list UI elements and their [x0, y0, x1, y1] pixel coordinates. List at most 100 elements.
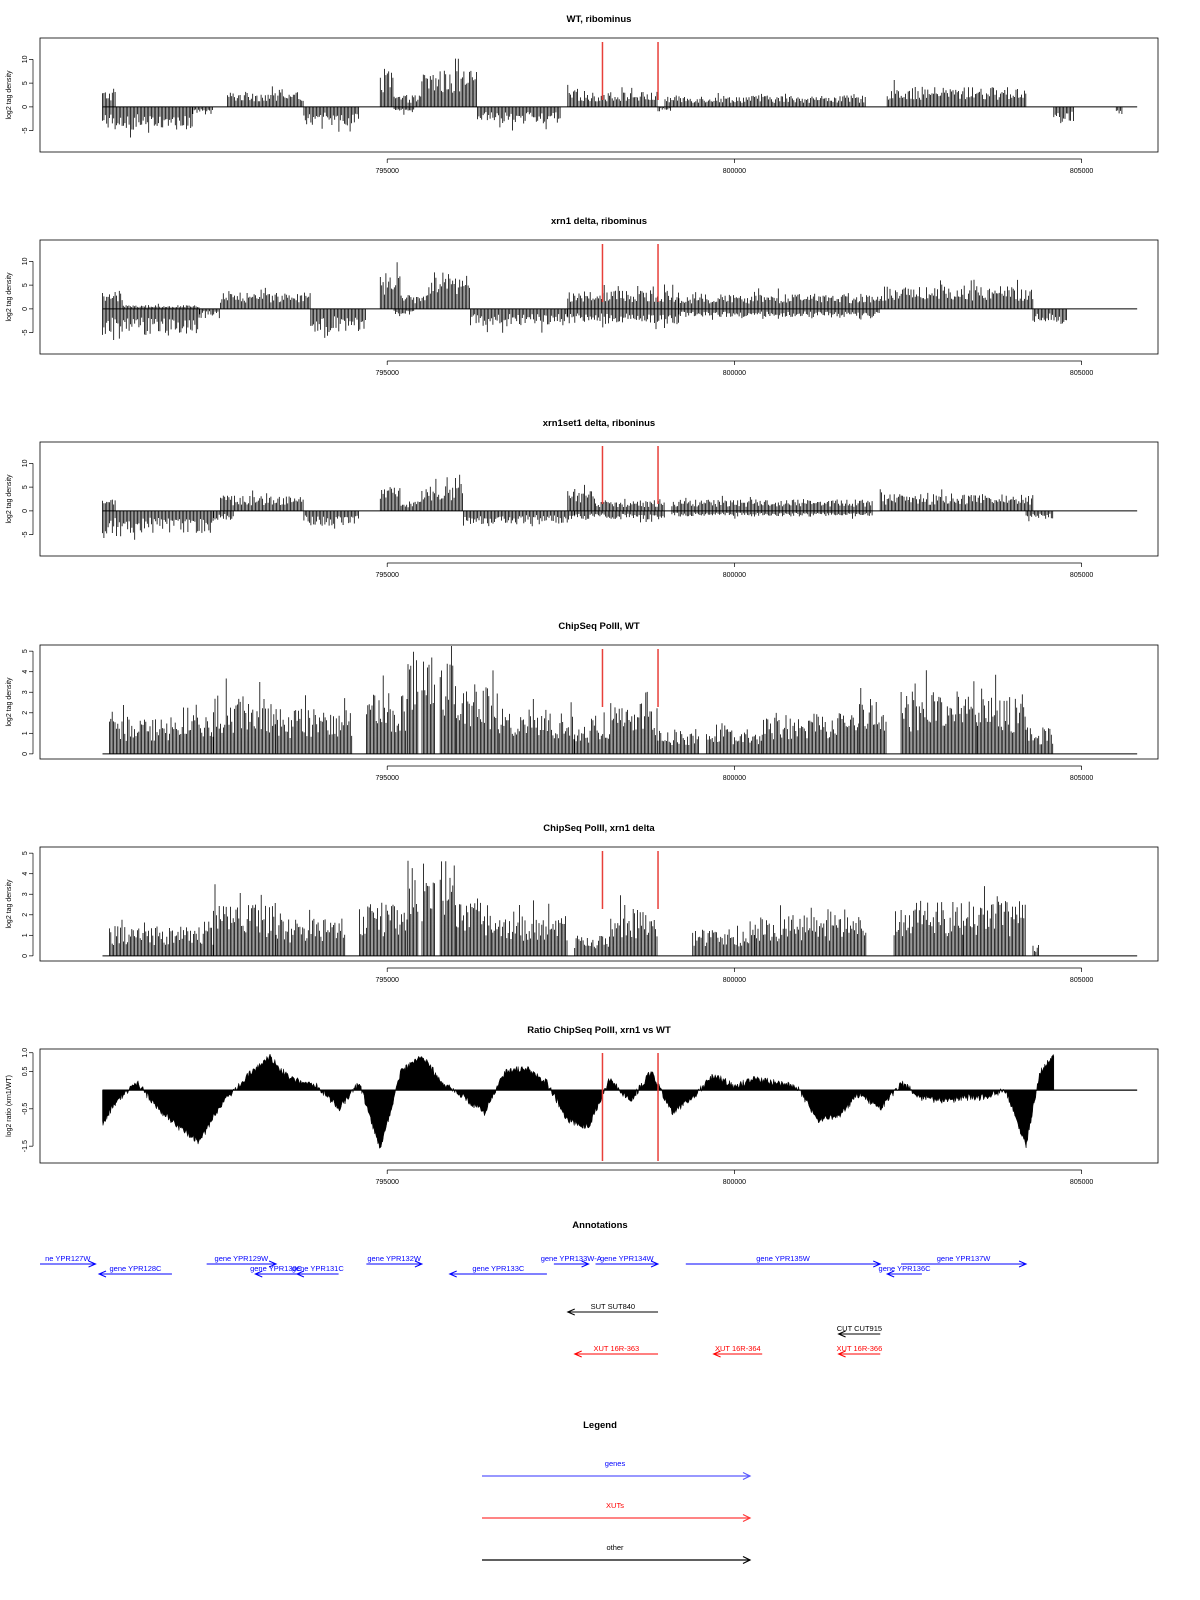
y-tick-label: 1	[22, 731, 29, 735]
x-tick-label: 805000	[1070, 977, 1093, 984]
y-tick-label: 0	[22, 105, 29, 109]
x-tick-label: 800000	[723, 1179, 746, 1186]
legend-panel: Legend genes XUTs other	[482, 1420, 752, 1565]
y-tick-label: 4	[22, 872, 29, 876]
chart-panel-6: Ratio ChipSeq PolII, xrn1 vs WT -1.5 -0.5 0…	[6, 1025, 1159, 1186]
feature-arrowhead	[448, 1270, 457, 1278]
y-tick-label: 10	[22, 459, 29, 467]
series-negative-bars	[102, 308, 1067, 340]
feature-arrowhead	[885, 1270, 895, 1278]
annotation-feature: SUT SUT840	[566, 1302, 659, 1316]
chart-panel-3: xrn1set1 delta, riboninus -5 0 5 10 log2 tag …	[6, 418, 1159, 579]
series-positive-bars	[102, 262, 1034, 309]
y-tick-label: 10	[22, 55, 29, 63]
x-tick-label: 800000	[723, 775, 746, 782]
annotation-feature: gene YPR129W	[206, 1254, 278, 1268]
y-tick-label: 5	[22, 485, 29, 489]
y-tick-label: -5	[22, 531, 29, 537]
y-axis-label: log2 tag density	[6, 474, 13, 524]
y-axis-label: log2 tag density	[6, 677, 13, 727]
annotation-feature: gene YPR136C	[879, 1264, 932, 1278]
feature-label: gene YPR135W	[756, 1254, 811, 1263]
feature-label: XUT 16R-366	[837, 1344, 883, 1353]
feature-arrowhead	[573, 1350, 582, 1358]
x-tick-label: 805000	[1070, 168, 1093, 175]
chart-title: ChipSeq PolII, WT	[558, 621, 639, 632]
chart-title: xrn1set1 delta, riboninus	[543, 418, 655, 429]
plot-frame	[39, 1048, 1159, 1164]
legend-item-label: XUTs	[606, 1501, 624, 1510]
feature-label: CUT CUT915	[837, 1324, 882, 1333]
y-tick-label: 1.0	[22, 1048, 29, 1058]
feature-arrowhead	[97, 1270, 107, 1278]
annotation-feature: XUT 16R-363	[573, 1344, 659, 1358]
feature-arrowhead	[581, 1260, 590, 1268]
legend-item-label: other	[606, 1543, 624, 1552]
feature-arrowhead	[873, 1260, 882, 1268]
series-positive-bars	[102, 58, 1027, 107]
x-tick-label: 795000	[376, 1179, 399, 1186]
legend-item-arrowhead	[742, 1555, 752, 1565]
series-negative-bars	[102, 106, 1123, 138]
y-tick-label: 5	[22, 81, 29, 85]
y-tick-label: 3	[22, 892, 29, 896]
y-axis-label: log2 ratio (xrn1/WT)	[6, 1075, 13, 1137]
plot-frame	[39, 239, 1159, 355]
annotation-feature: gene YPR135W	[685, 1254, 882, 1268]
feature-label: ne YPR127W	[45, 1254, 91, 1263]
annotation-feature: XUT 16R-366	[837, 1344, 883, 1358]
legend-item: XUTs	[482, 1501, 752, 1523]
legend-item: other	[482, 1543, 752, 1565]
x-tick-label: 800000	[723, 977, 746, 984]
y-axis-label: log2 tag density	[6, 272, 13, 322]
y-tick-label: 10	[22, 257, 29, 265]
feature-label: SUT SUT840	[591, 1302, 635, 1311]
x-tick-label: 805000	[1070, 370, 1093, 377]
y-tick-label: 0.5	[22, 1066, 29, 1076]
feature-label: XUT 16R-364	[715, 1344, 761, 1353]
feature-arrowhead	[88, 1260, 97, 1268]
legend-item-arrowhead	[742, 1513, 752, 1523]
x-tick-label: 795000	[376, 168, 399, 175]
legend-item-arrowhead	[742, 1471, 752, 1481]
annotation-feature: gene YPR131C	[292, 1264, 345, 1278]
x-tick-label: 795000	[376, 775, 399, 782]
annotation-feature: gene YPR133C	[448, 1264, 547, 1278]
annotation-feature: CUT CUT915	[837, 1324, 882, 1338]
feature-label: gene YPR136C	[879, 1264, 932, 1273]
x-tick-label: 795000	[376, 977, 399, 984]
y-tick-label: -0.5	[22, 1103, 29, 1115]
feature-arrowhead	[295, 1270, 305, 1278]
annotations-title: Annotations	[572, 1220, 627, 1231]
plot-frame	[39, 846, 1159, 962]
feature-arrowhead	[837, 1350, 846, 1358]
feature-arrowhead	[650, 1260, 660, 1268]
y-tick-label: 0	[22, 307, 29, 311]
series-positive-bars	[109, 646, 1054, 754]
chart-panel-5: ChipSeq PolII, xrn1 delta 0 1 2 3 4 5 log2 tag …	[6, 823, 1159, 984]
x-tick-label: 800000	[723, 572, 746, 579]
feature-arrowhead	[414, 1260, 424, 1268]
annotation-feature: gene YPR132W	[366, 1254, 424, 1268]
feature-label: gene YPR131C	[292, 1264, 345, 1273]
x-tick-label: 805000	[1070, 775, 1093, 782]
feature-label: gene YPR133W-A	[541, 1254, 602, 1263]
y-axis-label: log2 tag density	[6, 70, 13, 120]
y-tick-label: 1	[22, 933, 29, 937]
series-ratio-area	[102, 1053, 1055, 1149]
annotation-feature: XUT 16R-364	[712, 1344, 763, 1358]
x-tick-label: 800000	[723, 168, 746, 175]
y-tick-label: -5	[22, 127, 29, 133]
series-negative-bars	[102, 510, 1054, 540]
y-tick-label: 5	[22, 851, 29, 855]
y-tick-label: -5	[22, 329, 29, 335]
feature-label: gene YPR134W	[600, 1254, 655, 1263]
chart-panel-4: ChipSeq PolII, WT 0 1 2 3 4 5 log2 tag density 7…	[6, 621, 1159, 782]
plot-frame	[39, 441, 1159, 557]
legend-title: Legend	[583, 1420, 617, 1431]
y-tick-label: 0	[22, 752, 29, 756]
plot-frame	[39, 644, 1159, 760]
x-tick-label: 800000	[723, 370, 746, 377]
